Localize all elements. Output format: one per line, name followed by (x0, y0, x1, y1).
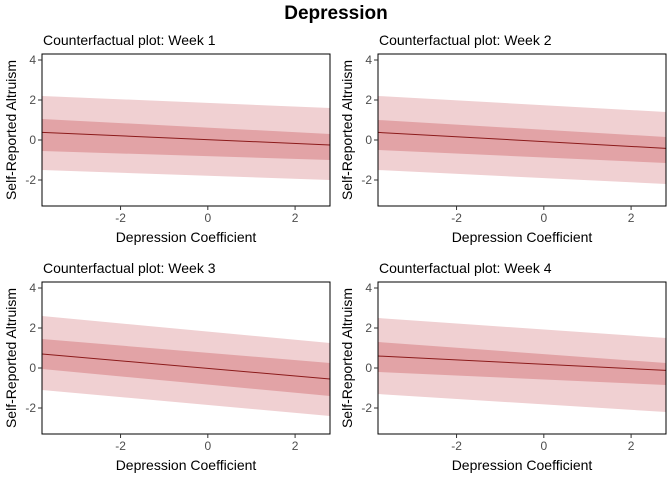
y-tick-label: 4 (29, 281, 36, 295)
panel-2-inner-interval (378, 120, 666, 163)
x-tick-label: -2 (451, 211, 462, 225)
y-axis-label: Self-Reported Altruism (339, 288, 355, 428)
x-tick-label: 2 (292, 211, 299, 225)
x-tick-label: 0 (540, 211, 547, 225)
panel-title: Counterfactual plot: Week 3 (43, 260, 216, 276)
x-axis-label: Depression Coefficient (116, 229, 257, 245)
y-tick-label: 2 (365, 93, 372, 107)
x-axis-label: Depression Coefficient (452, 229, 593, 245)
y-tick-label: 0 (365, 361, 372, 375)
panel-3-plot-area (42, 316, 330, 416)
y-tick-label: -2 (25, 401, 36, 415)
y-tick-label: 0 (29, 361, 36, 375)
panel-1-inner-interval (42, 119, 330, 160)
y-tick-label: 2 (365, 321, 372, 335)
panel-title: Counterfactual plot: Week 4 (379, 260, 552, 276)
x-tick-label: -2 (115, 439, 126, 453)
y-tick-label: -2 (25, 173, 36, 187)
y-tick-label: 4 (29, 53, 36, 67)
panel-week-3: -2 0 2 -2 0 2 4 Counterfactual plot: Week 3 Depr… (3, 260, 331, 473)
y-tick-label: 0 (365, 133, 372, 147)
y-axis-label: Self-Reported Altruism (339, 60, 355, 200)
x-tick-label: 2 (628, 439, 635, 453)
x-axis-label: Depression Coefficient (116, 457, 257, 473)
y-tick-label: 4 (365, 281, 372, 295)
panel-1-plot-area (42, 96, 330, 180)
y-axis-label: Self-Reported Altruism (3, 60, 19, 200)
panel-week-2: -2 0 2 -2 0 2 4 Counterfactual plot: Week 2 Depr… (339, 32, 667, 245)
panel-2-plot-area (378, 96, 666, 184)
panel-4-mean-line (378, 355, 666, 371)
y-axis-label: Self-Reported Altruism (3, 288, 19, 428)
x-tick-label: 0 (204, 211, 211, 225)
y-tick-label: 0 (29, 133, 36, 147)
panel-3-mean-line (42, 353, 330, 380)
y-tick-label: 2 (29, 321, 36, 335)
panel-title: Counterfactual plot: Week 1 (43, 32, 216, 48)
x-axis-label: Depression Coefficient (452, 457, 593, 473)
panel-1-mean-line (42, 131, 330, 146)
panel-2-frame (377, 53, 667, 207)
y-tick-label: 2 (29, 93, 36, 107)
panel-title: Counterfactual plot: Week 2 (379, 32, 552, 48)
y-tick-label: -2 (361, 173, 372, 187)
y-tick-label: -2 (361, 401, 372, 415)
x-tick-label: -2 (115, 211, 126, 225)
x-tick-label: 0 (204, 439, 211, 453)
panel-3-frame (41, 281, 331, 435)
panel-week-1: -2 0 2 -2 0 2 4 Counterfactual plot: Week 1 Depr… (3, 32, 331, 245)
panel-4-plot-area (378, 318, 666, 412)
panel-2-mean-line (378, 131, 666, 149)
y-tick-label: 4 (365, 53, 372, 67)
x-tick-label: 2 (628, 211, 635, 225)
x-tick-label: 0 (540, 439, 547, 453)
figure-title: Depression (284, 3, 388, 24)
panel-4-frame (377, 281, 667, 435)
panel-1-frame (41, 53, 331, 207)
panel-3-inner-interval (42, 339, 330, 396)
panel-week-4: -2 0 2 -2 0 2 4 Counterfactual plot: Week 4 Depr… (339, 260, 667, 473)
x-tick-label: -2 (451, 439, 462, 453)
x-tick-label: 2 (292, 439, 299, 453)
